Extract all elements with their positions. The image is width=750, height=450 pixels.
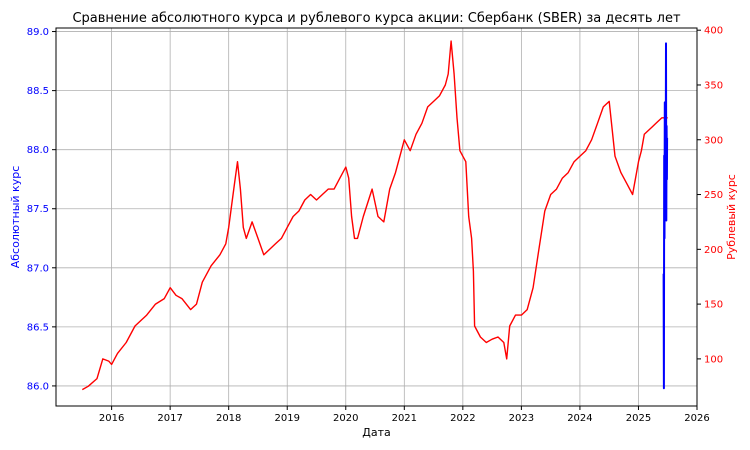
x-tick-label: 2026 (684, 413, 709, 424)
x-tick-label: 2025 (626, 413, 651, 424)
x-ticks: 2016 2017 2018 2019 2020 2021 2022 2023 2024 2025… (99, 406, 710, 424)
plot-frame (55, 27, 698, 407)
x-tick-label: 2018 (216, 413, 241, 424)
y-right-axis-label: Рублевый курс (725, 174, 738, 260)
series (81, 40, 669, 391)
y-left-tick-label: 86.0 (27, 381, 49, 392)
y-right-tick-label: 150 (704, 300, 723, 311)
x-tick-label: 2021 (392, 413, 417, 424)
y-right-tick-label: 400 (704, 26, 723, 37)
y-right-tick-label: 350 (704, 80, 723, 91)
series-line-absolute (662, 42, 669, 390)
y-left-tick-label: 89.0 (27, 27, 49, 38)
x-axis-label: Дата (362, 426, 390, 439)
y-left-tick-label: 88.0 (27, 145, 49, 156)
y-left-axis-label: Абсолютный курс (9, 166, 22, 269)
chart-title: Сравнение абсолютного курса и рублевого … (72, 11, 681, 26)
y-left-tick-label: 87.0 (27, 263, 49, 274)
y-left-ticks: 86.0 86.5 87.0 87.5 88.0 88.5 89.0 (27, 27, 56, 392)
x-tick-label: 2016 (99, 413, 124, 424)
x-tick-label: 2023 (509, 413, 534, 424)
y-left-tick-label: 87.5 (27, 204, 49, 215)
x-tick-label: 2022 (450, 413, 475, 424)
series-line-ruble (81, 40, 668, 391)
x-tick-label: 2017 (157, 413, 182, 424)
y-left-tick-label: 88.5 (27, 86, 49, 97)
x-tick-label: 2024 (567, 413, 592, 424)
y-left-tick-label: 86.5 (27, 322, 49, 333)
x-tick-label: 2020 (333, 413, 358, 424)
x-tick-label: 2019 (275, 413, 300, 424)
y-right-ticks: 100 150 200 250 300 350 400 (697, 26, 723, 365)
y-right-tick-label: 200 (704, 245, 723, 256)
y-right-tick-label: 300 (704, 135, 723, 146)
y-right-tick-label: 100 (704, 354, 723, 365)
grid (56, 28, 698, 406)
y-right-tick-label: 250 (704, 190, 723, 201)
